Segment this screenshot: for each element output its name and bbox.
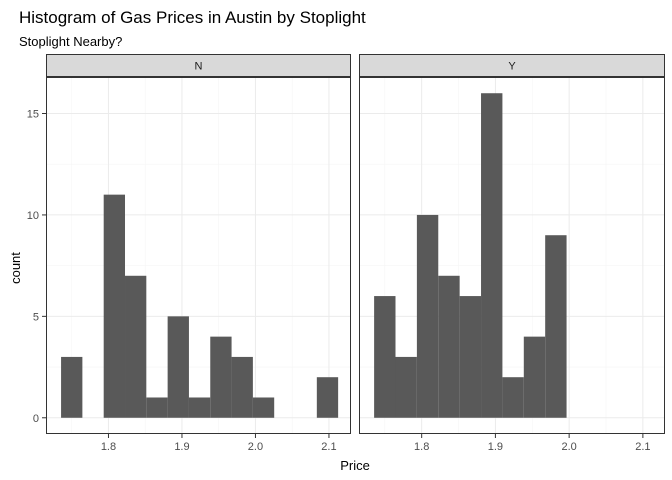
panel-border [359,77,665,434]
histogram-bar [167,316,189,418]
facet-strip [359,54,665,77]
histogram-bar [252,397,275,418]
y-axis-title: count [8,252,23,284]
y-tick-label: 5 [33,311,39,323]
y-tick-label: 0 [33,413,39,425]
histogram-bar [416,214,439,418]
y-tick-label: 10 [27,210,39,222]
facet-strip-label: N [195,61,203,73]
histogram-bar [481,93,503,418]
x-tick-label: 1.8 [101,441,116,453]
x-tick-label: 2.1 [321,441,336,453]
panel-background [46,77,351,434]
histogram-bar [188,397,211,418]
x-tick-label: 2.0 [248,441,263,453]
x-tick-label: 2.1 [635,441,650,453]
panel-border [46,77,351,434]
facet-panels: N 1.8 1.9 2.0 2.1 0 5 10 15 Y 1.8 1.9 2.0 2.1 [27,54,665,453]
histogram-bar [395,356,417,418]
y-tick-label: 15 [27,109,39,121]
facet-strip [46,54,351,77]
histogram-bar [523,336,546,418]
histogram-bar [545,235,567,418]
x-tick-label: 1.8 [414,441,429,453]
histogram-bar [231,356,253,418]
x-axis-title: Price [340,458,370,473]
chart-subtitle: Stoplight Nearby? [19,34,122,49]
facet-panel-Y: Y 1.8 1.9 2.0 2.1 [359,54,665,453]
histogram-bar [374,296,396,418]
x-tick-label: 1.9 [488,441,503,453]
x-tick-label: 2.0 [561,441,576,453]
histogram-bar [502,377,524,418]
histogram-bar [103,194,126,418]
facet-panel-N: N 1.8 1.9 2.0 2.1 0 5 10 15 [27,54,351,453]
histogram-bar [438,275,460,418]
histogram-bar [146,397,168,418]
x-tick-label: 1.9 [174,441,189,453]
chart-title: Histogram of Gas Prices in Austin by Sto… [19,8,366,27]
histogram-bar [459,296,482,418]
histogram-bar [316,377,339,418]
facet-strip-label: Y [508,61,516,73]
histogram-bar [125,275,147,418]
histogram-bar [210,336,232,418]
histogram-bar [61,356,83,418]
